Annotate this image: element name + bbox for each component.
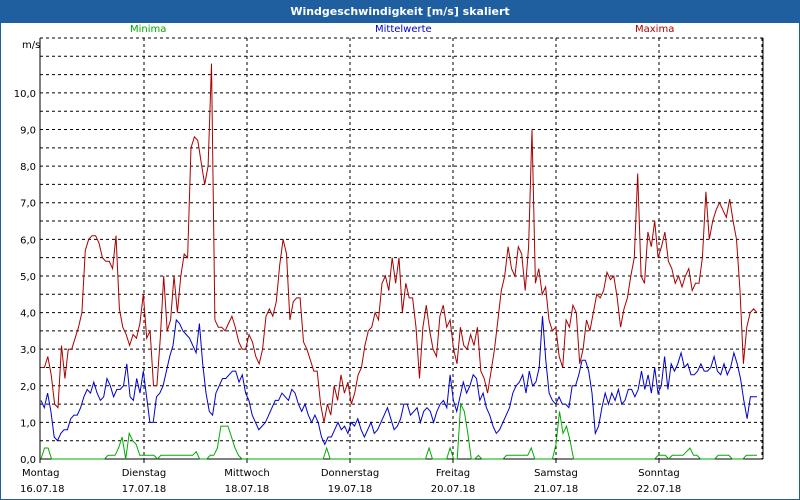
x-tick-day: Sonntag [638,468,680,479]
series-line-minima [40,402,757,460]
y-tick-label: 2,0 [20,382,36,393]
x-tick-day: Freitag [436,468,470,479]
series-lines [40,63,758,460]
x-tick-labels: Montag 16.07.18 Dienstag 17.07.18 Mittwoch 18… [20,468,681,495]
x-tick-day: Montag [22,468,59,479]
y-axis-unit: m/s [22,40,40,51]
grid [40,37,763,459]
x-tick-date: 19.07.18 [328,484,373,495]
x-tick-day: Dienstag [122,468,167,479]
y-tick-labels: 0,0 1,0 2,0 3,0 4,0 5,0 6,0 7,0 8,0 9,0 10,0 [14,89,36,466]
x-tick-date: 16.07.18 [20,484,65,495]
x-tick-day: Mittwoch [224,468,269,479]
y-tick-label: 6,0 [20,235,36,246]
y-tick-label: 4,0 [20,309,36,320]
x-tick-day: Donnerstag [321,468,379,479]
y-tick-label: 1,0 [20,418,36,429]
x-tick-day: Samstag [534,468,578,479]
window-title: Windgeschwindigkeit [m/s] skaliert [0,0,800,22]
axes [39,38,764,463]
y-tick-label: 3,0 [20,345,36,356]
y-tick-label: 5,0 [20,272,36,283]
y-tick-label: 10,0 [14,89,36,100]
series-line-mittelwerte [40,316,757,446]
legend-maxima: Maxima [635,24,675,35]
x-tick-date: 20.07.18 [431,484,476,495]
y-tick-label: 0,0 [20,455,36,466]
x-tick-date: 22.07.18 [637,484,682,495]
y-tick-label: 8,0 [20,162,36,173]
x-tick-date: 17.07.18 [122,484,167,495]
legend-mittelwerte: Mittelwerte [375,24,432,35]
y-tick-label: 7,0 [20,199,36,210]
legend-minima: Minima [130,24,167,35]
x-tick-date: 21.07.18 [534,484,579,495]
y-tick-label: 9,0 [20,126,36,137]
series-line-maxima [41,63,758,423]
x-tick-date: 18.07.18 [225,484,270,495]
